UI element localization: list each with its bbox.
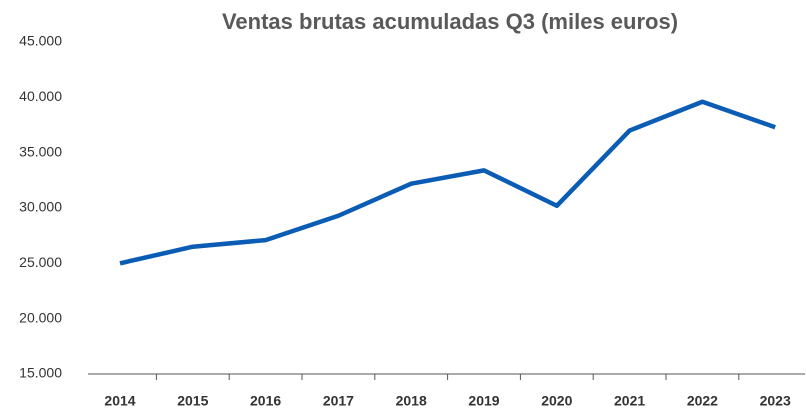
y-tick-label: 40.000 [19,88,62,104]
x-tick-label: 2018 [396,393,427,409]
x-tick-label: 2019 [468,393,499,409]
y-tick-label: 20.000 [19,309,62,325]
x-tick-label: 2015 [177,393,208,409]
chart-title: Ventas brutas acumuladas Q3 (miles euros… [222,9,678,34]
x-tick-label: 2023 [760,393,791,409]
x-tick-label: 2020 [541,393,572,409]
x-tick-label: 2014 [104,393,135,409]
y-tick-label: 45.000 [19,33,62,49]
y-tick-label: 35.000 [19,143,62,159]
x-tick-label: 2021 [614,393,645,409]
x-tick-label: 2016 [250,393,281,409]
line-series [119,99,776,266]
x-tick-label: 2022 [687,393,718,409]
y-tick-label: 15.000 [19,365,62,381]
x-tick-label: 2017 [323,393,354,409]
y-tick-label: 30.000 [19,199,62,215]
y-tick-label: 25.000 [19,254,62,270]
